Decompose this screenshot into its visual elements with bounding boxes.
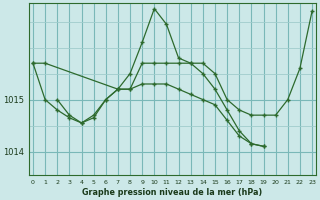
- X-axis label: Graphe pression niveau de la mer (hPa): Graphe pression niveau de la mer (hPa): [82, 188, 263, 197]
